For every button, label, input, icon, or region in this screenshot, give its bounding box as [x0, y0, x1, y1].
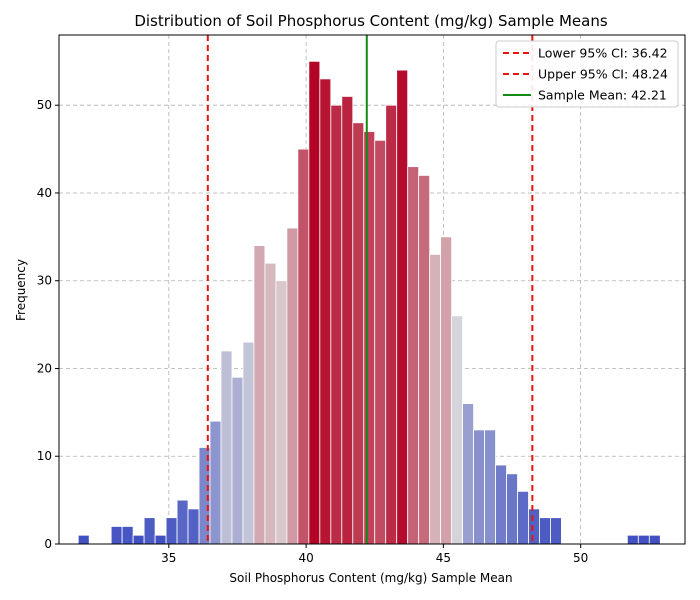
y-tick-label: 20: [37, 361, 52, 375]
x-tick-label: 45: [436, 551, 451, 565]
histogram-bar: [275, 280, 288, 545]
histogram-bar: [286, 227, 299, 545]
plot-frame: [58, 34, 686, 545]
histogram-bar: [242, 341, 255, 545]
x-axis-ticks: 35 40 45 50: [161, 544, 588, 565]
legend-label: Sample Mean: 42.21: [538, 88, 667, 103]
histogram-bars: [77, 60, 661, 545]
y-axis-label: Frequency: [14, 259, 28, 321]
y-tick-label: 50: [37, 98, 52, 112]
histogram-bar: [77, 534, 90, 545]
histogram-bar: [143, 517, 156, 545]
histogram-bar: [308, 60, 321, 545]
x-tick-label: 50: [573, 551, 588, 565]
histogram-bar: [637, 534, 650, 545]
histogram-bar: [418, 175, 431, 545]
histogram-bar: [440, 236, 453, 545]
histogram-bar: [473, 429, 485, 545]
x-axis-label: Soil Phosphorus Content (mg/kg) Sample M…: [229, 571, 512, 585]
histogram-bar: [495, 464, 507, 545]
histogram-bar: [648, 534, 661, 545]
histogram-bar: [330, 104, 343, 545]
histogram-bar: [110, 526, 123, 545]
y-axis-ticks: 0 10 20 30 40 50: [37, 98, 59, 551]
reference-lines: [206, 35, 534, 544]
histogram-bar: [132, 534, 145, 545]
histogram-bar: [319, 78, 332, 545]
histogram-bar: [484, 429, 496, 545]
legend-label: Upper 95% CI: 48.24: [538, 67, 668, 82]
histogram-bar: [506, 473, 518, 545]
histogram-bar: [429, 253, 442, 545]
chart-title: Distribution of Soil Phosphorus Content …: [134, 12, 607, 30]
histogram-bar: [451, 315, 464, 545]
y-tick-label: 40: [37, 186, 52, 200]
legend-label: Lower 95% CI: 36.42: [538, 46, 668, 61]
histogram-bar: [539, 517, 551, 545]
histogram-bar: [231, 376, 244, 545]
x-tick-label: 40: [298, 551, 313, 565]
histogram-bar: [528, 508, 540, 545]
histogram-bar: [374, 139, 387, 545]
y-tick-label: 30: [37, 274, 52, 288]
histogram-bar: [462, 403, 474, 545]
histogram-bar: [363, 131, 376, 545]
histogram-bar: [626, 534, 639, 545]
histogram-bar: [297, 148, 310, 545]
histogram-bar: [550, 517, 562, 545]
y-tick-label: 10: [37, 449, 52, 463]
x-tick-label: 35: [161, 551, 176, 565]
legend: Lower 95% CI: 36.42 Upper 95% CI: 48.24 Sa…: [495, 40, 679, 108]
legend-box: [495, 40, 679, 108]
histogram-bar: [176, 499, 189, 545]
histogram-bar: [187, 508, 200, 545]
histogram-bar: [352, 122, 365, 545]
histogram-bar: [396, 69, 409, 545]
histogram-bar: [341, 96, 354, 545]
histogram-bar: [121, 526, 134, 545]
histogram-bar: [385, 104, 398, 545]
histogram-bar: [154, 534, 167, 545]
histogram-bar: [407, 166, 420, 545]
histogram-bar: [264, 262, 277, 545]
histogram-bar: [253, 245, 266, 545]
y-tick-label: 0: [44, 537, 52, 551]
histogram-bar: [165, 517, 178, 545]
histogram-bar: [220, 350, 233, 545]
histogram-bar: [517, 490, 529, 545]
histogram-bar: [209, 420, 222, 545]
